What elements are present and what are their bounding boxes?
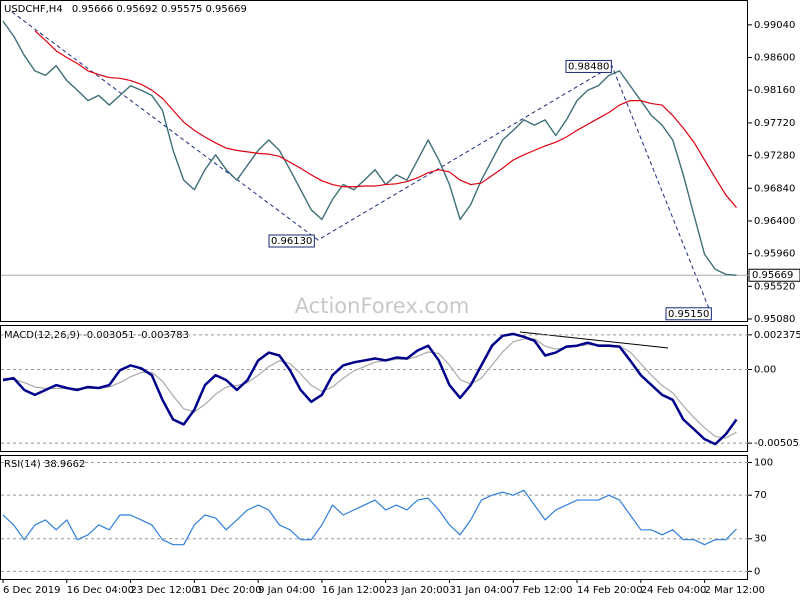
series-line [34, 30, 737, 208]
y-tick-label: 30 [754, 534, 767, 545]
trend-line [11, 11, 713, 317]
annotation-label: 0.98480 [568, 61, 609, 72]
series-line [2, 489, 737, 546]
x-tick-label: 31 Jan 04:00 [449, 585, 512, 596]
y-tick-label: 0.00 [754, 364, 776, 375]
indicator-name: RSI(14) [4, 459, 41, 470]
annotation-box [268, 234, 315, 248]
x-tick-label: 23 Jan 20:00 [386, 585, 449, 596]
y-tick-label: 0.96840 [754, 183, 795, 194]
close: 0.95669 [206, 4, 247, 15]
y-tick-label: 0.95080 [754, 314, 795, 325]
indicator-name: MACD(12,26,9) [4, 330, 80, 341]
annotation-label: 0.96130 [271, 236, 312, 247]
annotation-label: 0.95150 [668, 309, 709, 320]
y-tick-label: 0.98160 [754, 85, 795, 96]
y-tick-label: 0.98600 [754, 53, 795, 64]
y-tick-label: -0.005052 [754, 438, 800, 449]
last-price-box [748, 268, 800, 282]
readout: -0.003051 [83, 330, 134, 341]
price-panel [0, 0, 748, 322]
x-tick-label: 9 Jan 04:00 [258, 585, 315, 596]
low: 0.95575 [161, 4, 202, 15]
x-tick-label: 31 Dec 20:00 [194, 585, 261, 596]
y-tick-label: 100 [754, 458, 773, 469]
rsi-panel [0, 455, 748, 580]
y-tick-label: 0.97280 [754, 151, 795, 162]
y-tick-label: 0.96400 [754, 216, 795, 227]
x-tick-label: 6 Dec 2019 [3, 585, 61, 596]
high: 0.95692 [116, 4, 157, 15]
series-line [2, 332, 738, 446]
price-header: USDCHF,H4 0.95666 0.95692 0.95575 0.9566… [4, 4, 247, 15]
readout: -0.003783 [138, 330, 189, 341]
annotation-box [665, 307, 712, 321]
macd-header: MACD(12,26,9) -0.003051 -0.003783 [4, 330, 189, 341]
y-tick-label: 0.97720 [754, 118, 795, 129]
x-tick-label: 7 Feb 12:00 [513, 585, 572, 596]
y-tick-label: 0 [754, 566, 760, 577]
rsi-header: RSI(14) 38.9662 [4, 459, 85, 470]
series-line [2, 20, 737, 276]
annotation-box [565, 59, 612, 73]
x-tick-label: 16 Jan 12:00 [322, 585, 385, 596]
x-tick-label: 14 Feb 20:00 [577, 585, 643, 596]
macd-trend-line [519, 331, 669, 349]
symbol: USDCHF,H4 [4, 4, 63, 15]
y-tick-label: 0.002375 [754, 330, 800, 341]
x-tick-label: 16 Dec 04:00 [67, 585, 134, 596]
macd-panel [0, 325, 748, 452]
y-tick-label: 70 [754, 490, 767, 501]
y-tick-label: 0.95960 [754, 249, 795, 260]
last-price-label: 0.95669 [752, 270, 793, 281]
open: 0.95666 [72, 4, 113, 15]
x-tick-label: 24 Feb 04:00 [641, 585, 707, 596]
y-tick-label: 0.95520 [754, 281, 795, 292]
x-tick-label: 23 Dec 12:00 [131, 585, 198, 596]
x-tick-label: 2 Mar 12:00 [705, 585, 765, 596]
y-tick-label: 0.99040 [754, 20, 795, 31]
readout: 38.9662 [44, 459, 85, 470]
watermark: ActionForex.com [295, 294, 470, 318]
